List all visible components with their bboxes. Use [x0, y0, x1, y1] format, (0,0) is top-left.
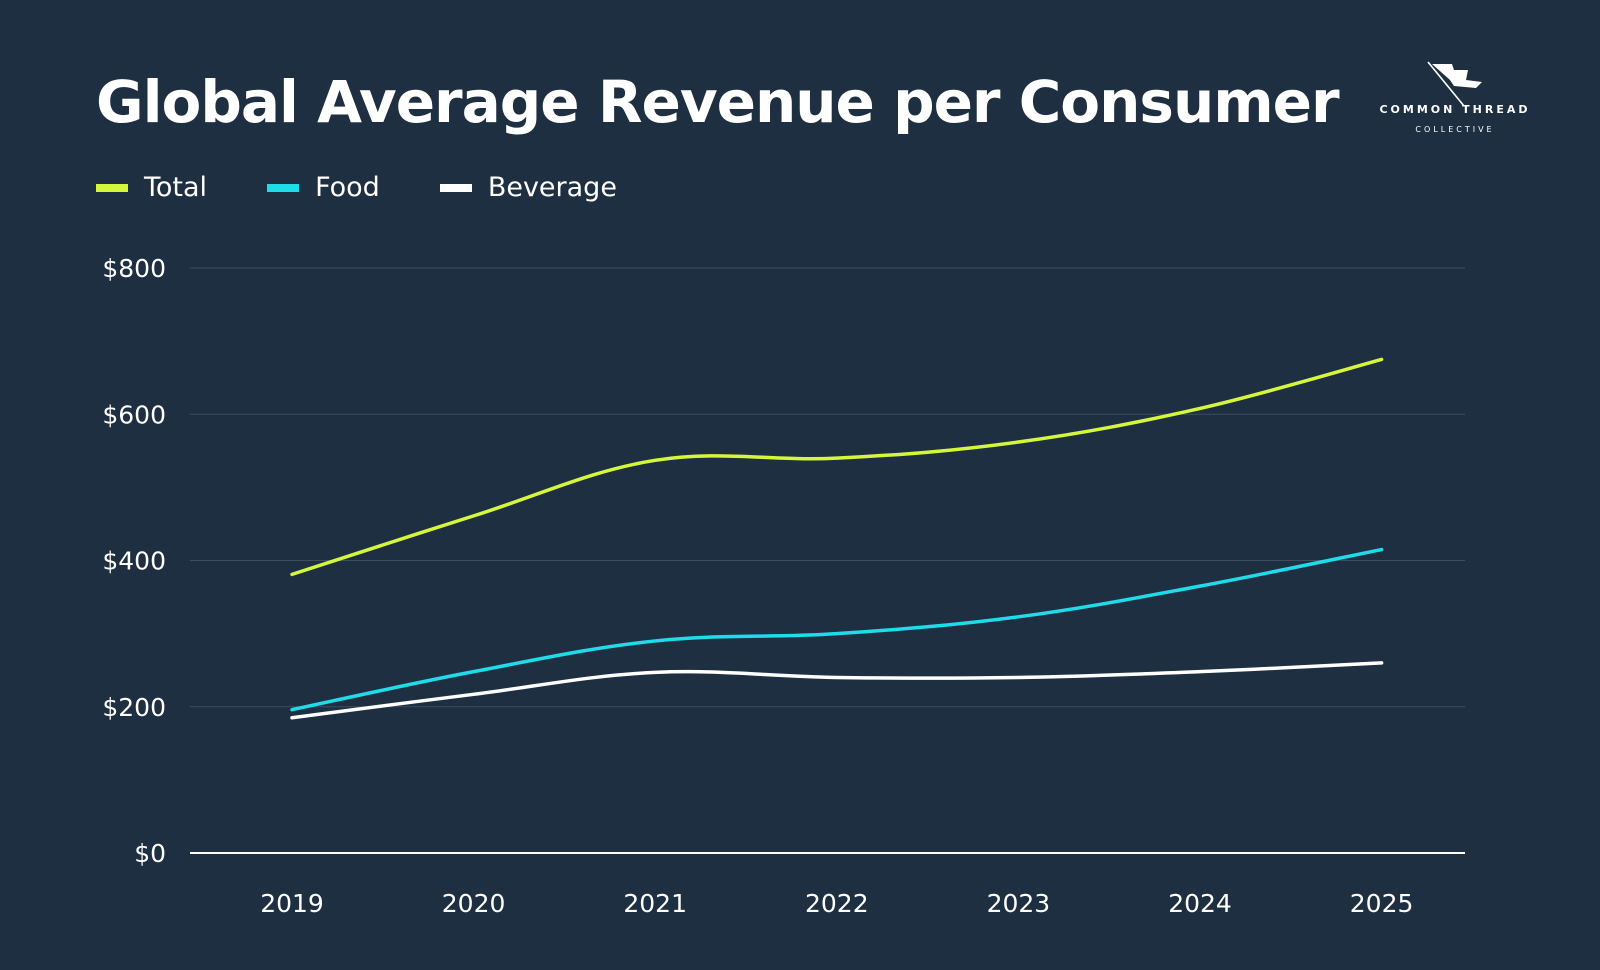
x-axis-ticks: 2019 2020 2021 2022 2023 2024 2025: [260, 889, 1413, 918]
legend-label-total: Total: [144, 172, 208, 203]
logo-text-secondary: COLLECTIVE: [1415, 125, 1495, 134]
y-tick-label: $800: [102, 254, 166, 283]
x-tick-label: 2019: [260, 889, 324, 918]
x-tick-label: 2023: [987, 889, 1051, 918]
x-tick-label: 2025: [1350, 889, 1414, 918]
series-line-total[interactable]: [290, 357, 1384, 577]
y-tick-label: $600: [102, 400, 166, 429]
legend-item-food[interactable]: Food: [267, 174, 380, 201]
legend-item-beverage[interactable]: Beverage: [439, 172, 617, 203]
gridlines: [190, 267, 1465, 854]
x-tick-label: 2022: [805, 889, 869, 918]
legend-label-food: Food: [315, 172, 380, 203]
company-logo: COMMON THREAD COLLECTIVE: [1370, 60, 1540, 140]
legend-swatch-food: [267, 183, 300, 192]
x-tick-label: 2024: [1168, 889, 1232, 918]
legend-swatch-beverage: [439, 183, 472, 192]
y-tick-label: $200: [102, 693, 166, 722]
y-tick-label: $400: [102, 547, 166, 576]
legend-swatch-total: [96, 183, 128, 192]
series-lines: [290, 357, 1384, 720]
x-tick-label: 2020: [442, 889, 506, 918]
legend-label-beverage: Beverage: [487, 172, 617, 203]
series-line-beverage[interactable]: [290, 661, 1384, 720]
flag-needle-icon: [1427, 61, 1482, 107]
legend-item-total[interactable]: Total: [96, 174, 207, 201]
series-line-food[interactable]: [290, 547, 1384, 712]
legend: Total Food Beverage: [96, 174, 617, 201]
y-axis-ticks: $0 $200 $400 $600 $800: [102, 254, 166, 868]
y-tick-label: $0: [134, 839, 166, 868]
logo-text-primary: COMMON THREAD: [1379, 103, 1531, 116]
chart-title: Global Average Revenue per Consumer: [96, 68, 1340, 136]
x-tick-label: 2021: [623, 889, 687, 918]
